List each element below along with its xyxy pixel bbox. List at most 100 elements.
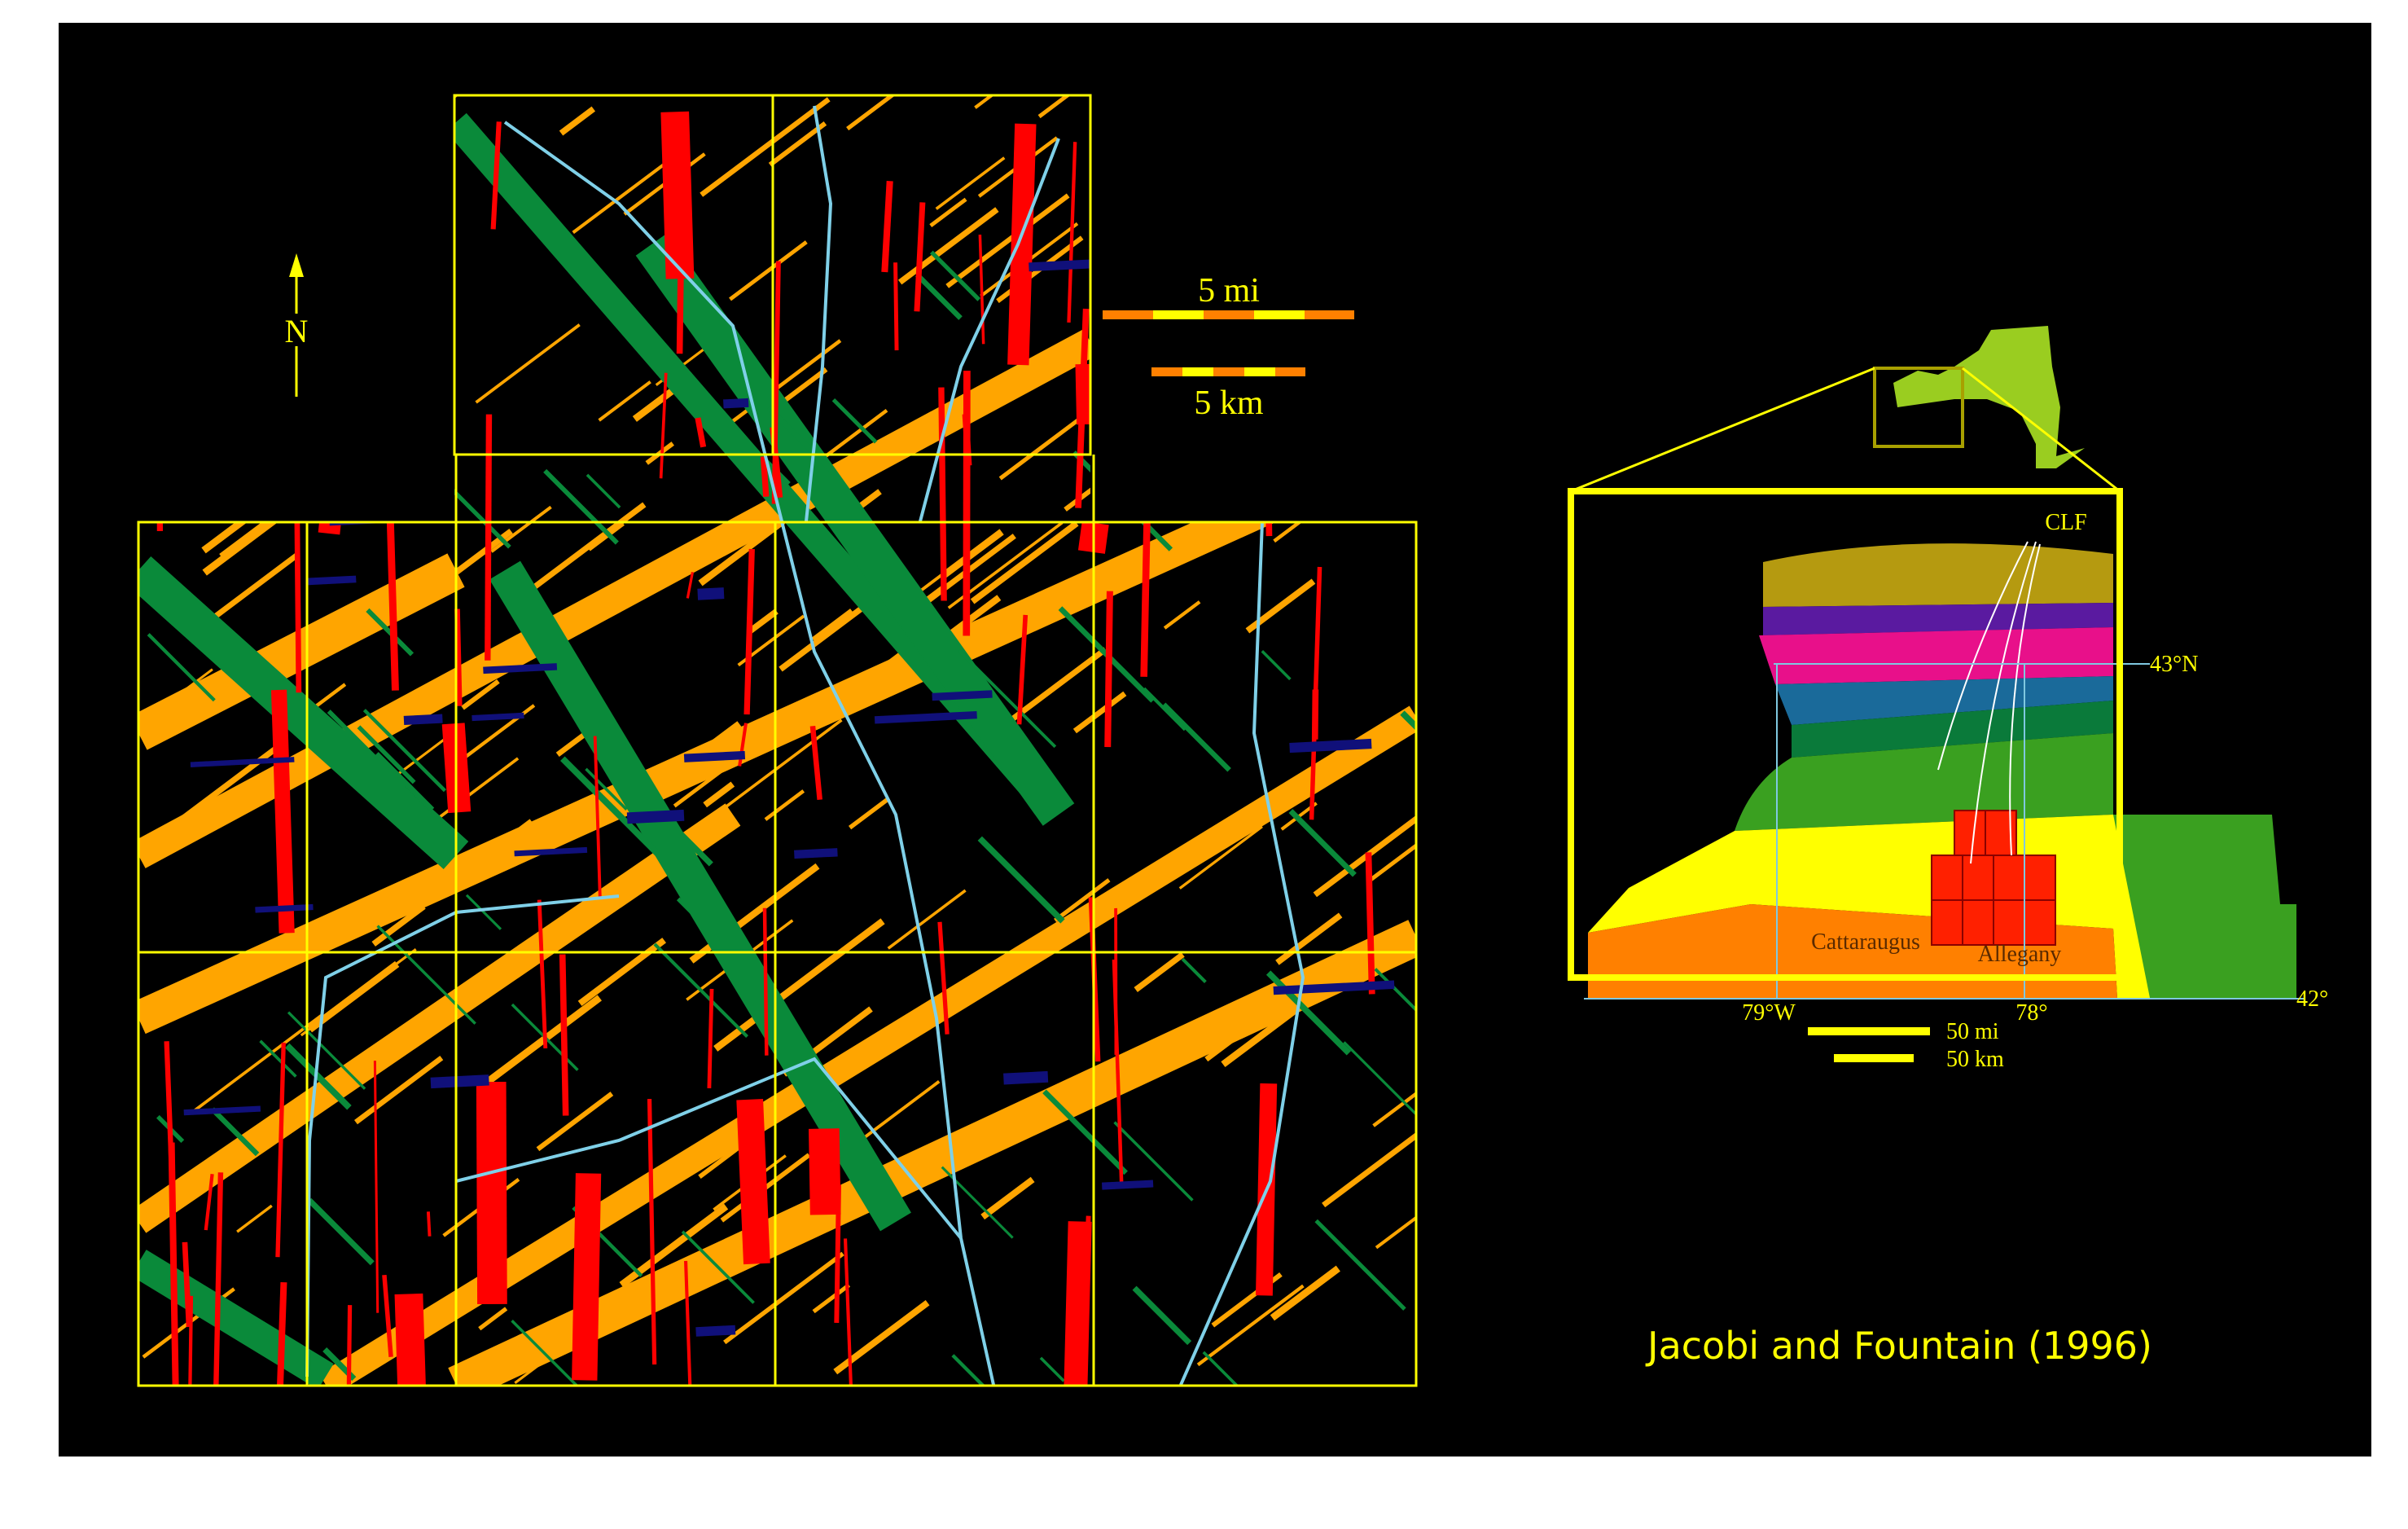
orange-lineament bbox=[772, 918, 885, 1005]
inset-locator-box bbox=[1873, 367, 1964, 448]
green-lineament bbox=[1261, 650, 1292, 681]
orange-lineament bbox=[1372, 1031, 1416, 1127]
red-lineament bbox=[572, 1173, 602, 1381]
orange-lineament bbox=[721, 718, 843, 811]
river bbox=[805, 105, 833, 522]
orange-lineament bbox=[219, 516, 272, 557]
lat-42-label: 42° bbox=[2296, 986, 2328, 1012]
red-lineament bbox=[275, 1042, 286, 1258]
navy-lineament bbox=[794, 848, 838, 859]
inset-frame bbox=[1568, 488, 2123, 981]
green-lineament bbox=[362, 709, 446, 793]
clf-fault-traces bbox=[1937, 541, 2041, 864]
navy-lineament bbox=[255, 903, 314, 913]
red-lineament bbox=[762, 907, 769, 1056]
green-lineament bbox=[210, 1107, 260, 1157]
orange-lineament bbox=[812, 1283, 851, 1314]
green-lineament bbox=[511, 1320, 596, 1386]
red-lineament bbox=[893, 262, 899, 351]
orange-lineament bbox=[1037, 95, 1081, 119]
navy-lineament bbox=[483, 663, 558, 674]
red-lineament bbox=[1365, 852, 1375, 995]
lon-78-label: 78° bbox=[2015, 1000, 2047, 1026]
navy-lineament bbox=[1289, 738, 1372, 754]
green-lineament bbox=[586, 473, 621, 509]
green-lineament bbox=[977, 836, 1065, 924]
red-lineament bbox=[684, 1260, 694, 1386]
green-lineament bbox=[287, 1011, 366, 1090]
green-lineament bbox=[543, 468, 619, 545]
red-lineament bbox=[490, 121, 502, 230]
orange-lineament bbox=[846, 95, 909, 131]
green-lineament bbox=[1132, 1285, 1192, 1346]
orange-lineament bbox=[811, 609, 855, 644]
scale-miles-label: 5 mi bbox=[1198, 272, 1260, 310]
river bbox=[503, 121, 783, 522]
red-lineament bbox=[168, 1142, 179, 1386]
orange-lineament bbox=[970, 521, 1079, 604]
orange-lineament-band bbox=[138, 803, 741, 1233]
inset-scale-miles bbox=[1808, 1027, 1930, 1035]
red-lineament bbox=[695, 417, 707, 448]
orange-lineament bbox=[202, 513, 282, 576]
navy-lineament bbox=[1003, 1070, 1049, 1085]
red-lineament bbox=[938, 387, 947, 601]
orange-lineament bbox=[1196, 1284, 1305, 1367]
river bbox=[305, 894, 620, 1377]
red-lineament bbox=[272, 1282, 287, 1386]
red-lineament bbox=[204, 1174, 214, 1231]
orange-lineament bbox=[748, 609, 779, 635]
navy-lineament bbox=[306, 575, 357, 586]
red-lineament bbox=[809, 1128, 841, 1215]
green-lineament bbox=[366, 608, 414, 657]
green-lineament bbox=[1143, 687, 1186, 732]
orange-lineament bbox=[572, 157, 672, 235]
navy-lineament bbox=[183, 1105, 261, 1116]
orange-lineament bbox=[935, 156, 1006, 210]
red-lineament bbox=[978, 235, 985, 345]
red-lineament bbox=[454, 609, 463, 706]
orange-lineament bbox=[1134, 951, 1185, 992]
navy-lineament bbox=[723, 398, 749, 409]
red-lineament bbox=[707, 988, 714, 1089]
red-lineament bbox=[937, 921, 950, 1035]
inset-scale-miles-label: 50 mi bbox=[1946, 1019, 1999, 1044]
north-label: N bbox=[285, 313, 309, 349]
red-lineament bbox=[881, 181, 893, 273]
scale-bar-miles: 5 mi bbox=[1103, 272, 1354, 319]
green-lineament bbox=[766, 405, 837, 476]
green-lineament bbox=[1161, 702, 1231, 772]
green-lineament-band bbox=[489, 560, 911, 1232]
orange-lineament bbox=[475, 323, 581, 404]
green-lineament bbox=[1042, 1089, 1128, 1175]
river bbox=[780, 521, 995, 1386]
red-lineament bbox=[394, 1293, 427, 1386]
green-lineament bbox=[560, 756, 660, 856]
navy-lineament bbox=[472, 712, 524, 722]
lat-43-label: 43°N bbox=[2150, 652, 2198, 677]
red-lineament bbox=[647, 1098, 657, 1365]
lon-79-label: 79°W bbox=[1742, 1000, 1796, 1026]
navy-lineament bbox=[932, 690, 993, 701]
orange-lineament bbox=[1072, 691, 1127, 734]
orange-lineament-band bbox=[318, 705, 1416, 1386]
red-lineament bbox=[834, 1184, 842, 1323]
orange-lineament bbox=[461, 679, 500, 710]
red-lineament bbox=[382, 1274, 393, 1357]
orange-lineament bbox=[577, 938, 666, 1007]
navy-lineament bbox=[514, 846, 588, 857]
green-lineament bbox=[585, 767, 628, 811]
orange-lineament bbox=[848, 797, 891, 830]
green-lineament bbox=[951, 1354, 1055, 1386]
green-lineament bbox=[1113, 1121, 1194, 1202]
navy-lineament bbox=[695, 1325, 736, 1337]
orange-lineament bbox=[598, 380, 651, 422]
river bbox=[455, 1057, 963, 1240]
green-lineament bbox=[671, 824, 713, 867]
orange-lineament-band bbox=[138, 424, 1416, 1035]
orange-lineament-band bbox=[138, 329, 1098, 868]
orange-lineament bbox=[1275, 912, 1343, 965]
red-lineament bbox=[659, 372, 668, 479]
red-lineament bbox=[1309, 566, 1322, 820]
